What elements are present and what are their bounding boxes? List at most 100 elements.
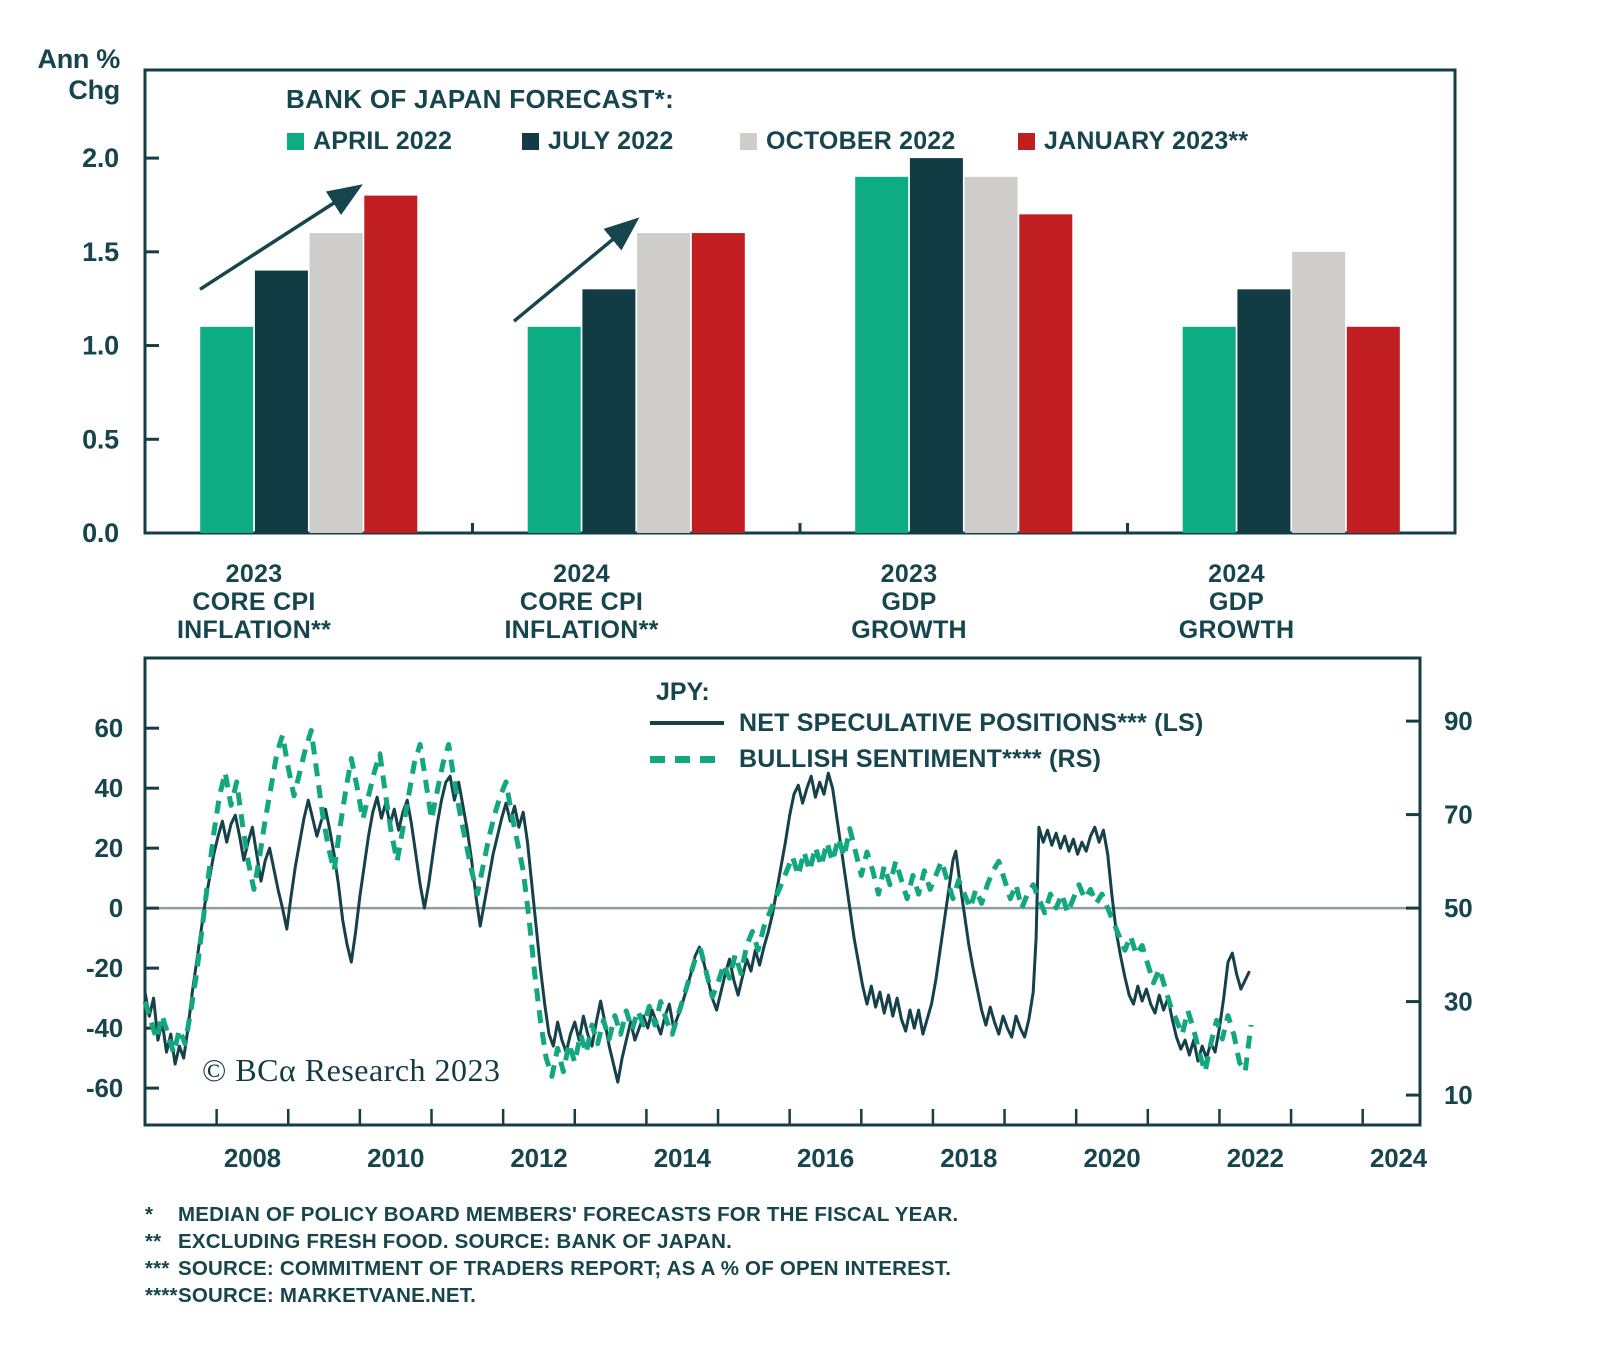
x-axis-year-label: 2020 [1083, 1143, 1140, 1173]
bar-october-2022 [1292, 251, 1346, 533]
line-chart-frame [143, 656, 1422, 1127]
series-line-net-speculative-positions-ls- [143, 771, 1251, 1084]
x-axis-year-label: 2008 [224, 1143, 281, 1173]
x-axis-year-label: 2018 [940, 1143, 997, 1173]
right-axis-tick-label: 10 [1444, 1080, 1473, 1110]
bar-october-2022 [309, 233, 363, 533]
category-label-2024-corecpi-inflation: 2024 CORE CPI INFLATION** [504, 560, 658, 644]
footnote-text: EXCLUDING FRESH FOOD. SOURCE: BANK OF JA… [178, 1230, 732, 1253]
y-axis-tick-label: 2.0 [82, 143, 119, 173]
bar-april-2022 [855, 176, 909, 533]
y-axis-tick-label: 1.0 [82, 331, 119, 361]
dashed-line-swatch-icon [650, 755, 724, 763]
category-label-2024-gdp-growth: 2024 GDP GROWTH [1179, 560, 1295, 644]
bar-april-2022 [200, 326, 254, 533]
bar-october-2022 [964, 176, 1018, 533]
y-axis-unit-line2: Chg [68, 75, 120, 105]
bar-january-2023- [1346, 326, 1400, 533]
legend-swatch-icon [522, 133, 539, 150]
footnote-marker: *** [145, 1257, 170, 1280]
left-axis-tick-label: 20 [94, 833, 123, 863]
bar-january-2023- [691, 233, 745, 533]
left-axis-tick-label: 0 [109, 893, 123, 923]
x-axis-year-label: 2010 [367, 1143, 424, 1173]
legend-swatch-icon [740, 133, 757, 150]
category-label-line: 2023 [880, 560, 938, 588]
legend-label-bullish-sentiment: BULLISH SENTIMENT**** (RS) [739, 744, 1102, 773]
bca-research-watermark: © BCα Research 2023 [202, 1052, 501, 1088]
legend-label-net-speculative: NET SPECULATIVE POSITIONS*** (LS) [739, 708, 1204, 737]
legend-item-january-2023-: JANUARY 2023** [1018, 127, 1248, 156]
left-axis-tick-label: 40 [94, 773, 123, 803]
bar-july-2022 [1237, 289, 1291, 533]
left-axis-tick-label: -20 [86, 953, 123, 983]
bar-chart-canvas: 0.0 0.5 1.0 1.5 2.0 [82, 68, 1457, 548]
footnote-row: ** EXCLUDING FRESH FOOD. SOURCE: BANK OF … [145, 1228, 958, 1255]
category-label-line: INFLATION** [176, 616, 332, 644]
y-axis-tick-label: 0.5 [82, 424, 119, 454]
right-axis-tick-label: 70 [1444, 800, 1473, 830]
category-label-line: CORE CPI [519, 588, 644, 616]
bar-january-2023- [1019, 214, 1073, 533]
bar-july-2022 [254, 270, 308, 533]
footnote-text: SOURCE: MARKETVANE.NET. [178, 1284, 477, 1307]
bar-october-2022 [637, 233, 691, 533]
bar-april-2022 [527, 326, 581, 533]
top-y-axis-unit-label: Ann % Chg [36, 44, 121, 106]
x-axis-year-label: 2014 [654, 1143, 712, 1173]
category-label-line: INFLATION** [504, 616, 659, 644]
footnote-marker: **** [145, 1284, 178, 1307]
legend-swatch-icon [1018, 133, 1035, 150]
bar-july-2022 [909, 158, 963, 534]
bar-january-2023- [364, 195, 418, 533]
bar-july-2022 [582, 289, 636, 533]
left-axis-tick-label: -60 [86, 1073, 123, 1103]
category-label-line: GROWTH [1178, 616, 1295, 644]
top-legend-title: BANK OF JAPAN FORECAST*: [286, 84, 675, 114]
category-label-line: 2023 [225, 560, 283, 588]
line-chart-canvas: 60 40 20 0 -20 -40 -60 90 70 50 30 10 2008 2010 2012 20… [86, 656, 1473, 1173]
legend-item-bullish-sentiment: BULLISH SENTIMENT**** (RS) [650, 744, 1101, 774]
category-label-2023-corecpi-inflation: 2023 CORE CPI INFLATION** [177, 560, 331, 644]
category-label-line: GDP [881, 588, 937, 616]
x-axis-year-label: 2012 [510, 1143, 567, 1173]
category-label-2023-gdp-growth: 2023 GDP GROWTH [851, 560, 967, 644]
x-axis-year-label: 2022 [1227, 1143, 1284, 1173]
footnote-row: **** SOURCE: MARKETVANE.NET. [145, 1282, 958, 1309]
category-label-line: 2024 [553, 560, 610, 588]
legend-label: JANUARY 2023** [1044, 127, 1249, 155]
right-axis-tick-label: 90 [1444, 706, 1473, 736]
trend-arrow-icon [199, 184, 363, 291]
legend-item-april-2022: APRIL 2022 [287, 127, 452, 156]
footnote-text: SOURCE: COMMITMENT OF TRADERS REPORT; AS… [178, 1257, 952, 1280]
y-axis-unit-line1: Ann % [37, 44, 121, 74]
series-line-bullish-sentiment-rs- [142, 728, 1254, 1079]
solid-line-swatch-icon [650, 721, 724, 725]
category-label-line: GDP [1209, 588, 1265, 616]
y-axis-tick-label: 0.0 [82, 518, 119, 548]
legend-label: OCTOBER 2022 [766, 127, 956, 155]
footnote-row: *** SOURCE: COMMITMENT OF TRADERS REPORT;… [145, 1255, 958, 1282]
bottom-legend-title: JPY: [656, 678, 710, 706]
legend-item-october-2022: OCTOBER 2022 [740, 127, 956, 156]
x-axis-year-label: 2016 [797, 1143, 854, 1173]
right-axis-tick-label: 30 [1444, 987, 1473, 1017]
legend-swatch-icon [287, 133, 304, 150]
footnote-marker: ** [145, 1230, 162, 1253]
x-axis-year-label: 2024 [1370, 1143, 1428, 1173]
footnote-row: * MEDIAN OF POLICY BOARD MEMBERS' FORECAS… [145, 1201, 958, 1228]
category-label-line: GROWTH [851, 616, 967, 644]
category-label-line: CORE CPI [192, 588, 316, 616]
legend-item-net-speculative: NET SPECULATIVE POSITIONS*** (LS) [650, 708, 1204, 738]
footnotes: * MEDIAN OF POLICY BOARD MEMBERS' FORECAS… [145, 1201, 958, 1309]
right-axis-tick-label: 50 [1444, 893, 1473, 923]
footnote-marker: * [145, 1203, 154, 1226]
bar-april-2022 [1182, 326, 1236, 533]
y-axis-tick-label: 1.5 [82, 237, 119, 267]
left-axis-tick-label: 60 [94, 713, 123, 743]
legend-item-july-2022: JULY 2022 [522, 127, 674, 156]
legend-label: APRIL 2022 [313, 127, 453, 155]
category-label-line: 2024 [1208, 560, 1265, 588]
left-axis-tick-label: -40 [86, 1013, 123, 1043]
